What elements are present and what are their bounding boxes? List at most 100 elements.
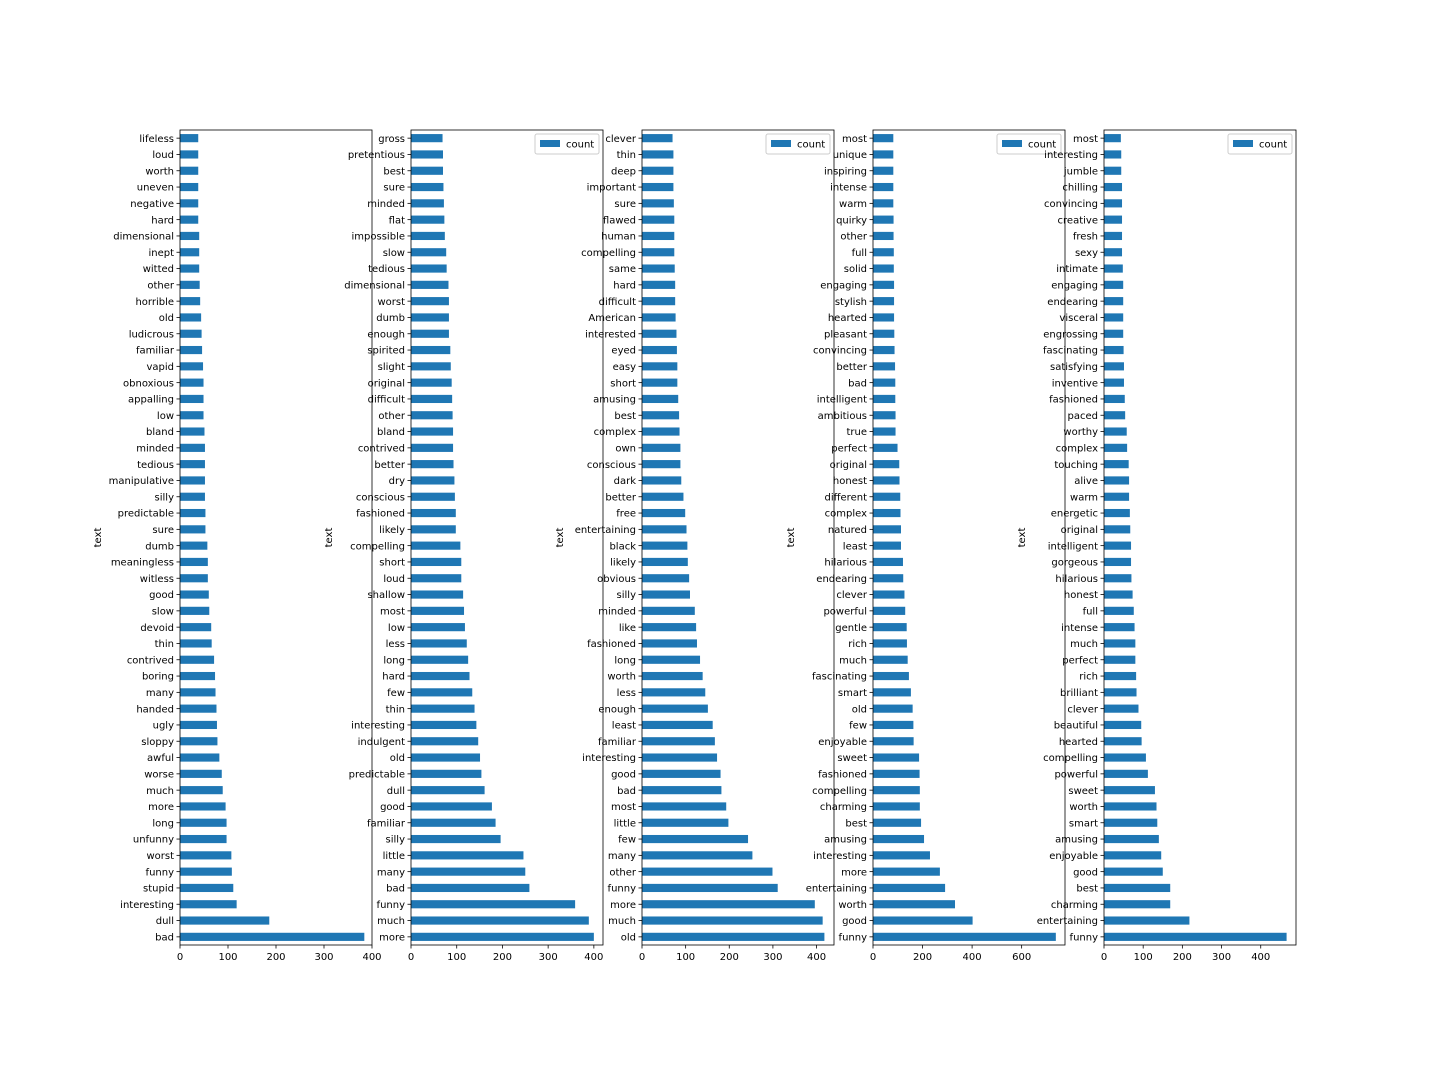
bar-full xyxy=(1104,606,1134,615)
y-tick-label: few xyxy=(849,721,867,732)
bar-vapid xyxy=(180,362,204,371)
y-tick-label: engaging xyxy=(820,280,867,291)
y-tick-label: interesting xyxy=(351,721,405,732)
bar-many xyxy=(411,867,526,876)
bar-gorgeous xyxy=(1104,557,1132,567)
y-tick-label: bad xyxy=(617,786,636,797)
bar-eyed xyxy=(642,345,677,355)
bar-thin xyxy=(642,150,674,159)
bar-charming xyxy=(1104,900,1171,909)
y-tick-label: fascinating xyxy=(1043,346,1098,357)
y-tick-label: much xyxy=(839,655,867,666)
y-tick-label: conscious xyxy=(587,460,636,471)
y-tick-label: long xyxy=(383,655,405,666)
bar-flawed xyxy=(642,215,675,224)
x-tick-label: 200 xyxy=(720,952,739,963)
y-tick-label: meaningless xyxy=(111,558,174,569)
bar-convincing xyxy=(873,345,895,355)
y-tick-label: sexy xyxy=(1075,248,1098,259)
bar-perfect xyxy=(1104,655,1136,664)
bar-worth xyxy=(642,671,703,681)
y-tick-label: good xyxy=(842,916,867,927)
bar-other xyxy=(873,231,894,241)
y-tick-label: tedious xyxy=(137,460,174,471)
y-tick-label: gorgeous xyxy=(1051,558,1098,569)
bar-perfect xyxy=(873,443,898,452)
y-tick-label: enough xyxy=(598,704,636,715)
bar-gross xyxy=(411,134,443,143)
bar-human xyxy=(642,231,675,241)
bar-intelligent xyxy=(1104,541,1132,550)
bar-hearted xyxy=(1104,737,1142,746)
subplot-1: bad dull interesting stupid funny worst unfunn… xyxy=(93,129,382,963)
bar-gentle xyxy=(873,623,907,632)
bar-sloppy xyxy=(180,737,218,746)
y-tick-label: compelling xyxy=(812,786,867,797)
bar-lifeless xyxy=(180,134,199,143)
bar-appalling xyxy=(180,394,204,404)
y-tick-label: enjoyable xyxy=(1049,851,1098,862)
y-tick-label: intense xyxy=(1061,623,1098,634)
y-tick-label: bad xyxy=(155,932,174,943)
y-tick-label: witted xyxy=(143,264,174,275)
bar-ugly xyxy=(180,720,217,730)
y-tick-label: much xyxy=(377,916,405,927)
y-tick-label: least xyxy=(843,541,867,552)
bar-bland xyxy=(180,427,205,436)
y-tick-label: most xyxy=(611,802,636,813)
bar-interesting xyxy=(411,720,477,730)
y-tick-label: tedious xyxy=(368,264,405,275)
bar-much xyxy=(180,786,223,795)
y-tick-label: creative xyxy=(1058,215,1098,226)
axes-frame xyxy=(410,129,604,946)
y-tick-label: hard xyxy=(151,215,174,226)
y-tick-label: fashioned xyxy=(1049,395,1098,406)
bar-unique xyxy=(873,150,894,159)
y-tick-label: silly xyxy=(617,590,637,601)
x-tick-label: 300 xyxy=(314,952,333,963)
x-tick-label: 300 xyxy=(1212,952,1231,963)
y-tick-label: gross xyxy=(378,134,405,145)
y-tick-label: worst xyxy=(377,297,405,308)
axes-frame xyxy=(641,129,835,946)
bar-more xyxy=(180,802,226,811)
y-tick-label: bland xyxy=(146,427,174,438)
y-tick-label: pleasant xyxy=(824,329,867,340)
bar-less xyxy=(411,639,467,648)
bar-silly xyxy=(180,492,205,501)
y-tick-label: short xyxy=(610,378,636,389)
bar-interesting xyxy=(873,851,930,860)
legend-swatch xyxy=(540,140,560,147)
bar-worth xyxy=(180,166,199,175)
bar-bad xyxy=(873,378,896,387)
bar-long xyxy=(180,818,227,827)
y-tick-label: more xyxy=(610,900,636,911)
bar-clever xyxy=(642,134,673,143)
x-tick-label: 0 xyxy=(177,952,183,963)
bar-bad xyxy=(180,932,365,941)
bar-few xyxy=(873,720,914,730)
bar-most xyxy=(411,606,465,615)
bar-hilarious xyxy=(1104,574,1132,583)
y-tick-label: alive xyxy=(1074,476,1098,487)
legend-box xyxy=(534,133,600,155)
bar-likely xyxy=(642,557,688,567)
bar-good xyxy=(1104,867,1163,876)
y-tick-label: hilarious xyxy=(1055,574,1098,585)
y-tick-label: funny xyxy=(839,932,868,943)
bar-dimensional xyxy=(411,280,449,289)
y-tick-label: low xyxy=(388,623,405,634)
x-tick-label: 400 xyxy=(584,952,603,963)
y-tick-label: black xyxy=(609,541,636,552)
y-tick-label: human xyxy=(601,232,636,243)
x-tick-label: 0 xyxy=(639,952,645,963)
y-tick-label: clever xyxy=(836,590,867,601)
y-tick-label: dull xyxy=(387,786,405,797)
bar-fascinating xyxy=(873,671,909,681)
bar-manipulative xyxy=(180,476,205,485)
bar-satisfying xyxy=(1104,362,1124,371)
y-tick-label: dimensional xyxy=(344,280,405,291)
bar-minded xyxy=(642,606,695,615)
y-tick-label: paced xyxy=(1068,411,1098,422)
